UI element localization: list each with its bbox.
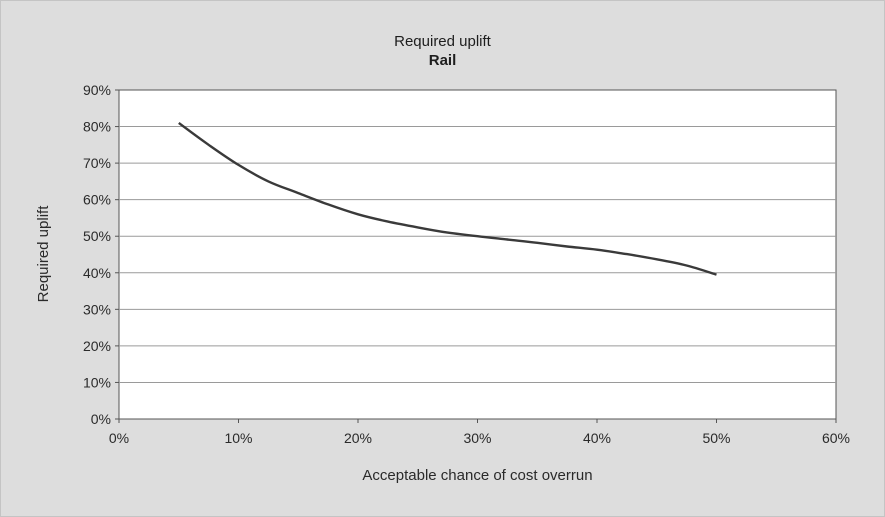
y-tick-label: 40%: [83, 265, 111, 281]
x-tick-label: 10%: [224, 430, 252, 446]
x-tick-label: 40%: [583, 430, 611, 446]
y-tick-label: 20%: [83, 338, 111, 354]
series-group: [178, 121, 717, 276]
x-axis-ticks: 0% 10% 20% 30% 40% 50% 60%: [109, 419, 850, 446]
x-tick-label: 0%: [109, 430, 129, 446]
y-tick-label: 0%: [91, 411, 111, 427]
y-tick-label: 90%: [83, 82, 111, 98]
gridlines: [119, 126, 836, 383]
y-tick-label: 70%: [83, 155, 111, 171]
x-axis-label: Acceptable chance of cost overrun: [362, 467, 592, 484]
y-tick-label: 50%: [83, 228, 111, 244]
x-tick-label: 60%: [822, 430, 850, 446]
x-tick-label: 30%: [463, 430, 491, 446]
y-tick-label: 60%: [83, 192, 111, 208]
x-tick-label: 20%: [344, 430, 372, 446]
y-tick-label: 10%: [83, 374, 111, 390]
chart-title: Required uplift: [394, 33, 491, 50]
x-tick-label: 50%: [702, 430, 730, 446]
plot-area: [118, 89, 837, 420]
y-axis-ticks: 0% 10% 20% 30% 40% 50% 60% 70% 80% 90%: [83, 82, 119, 427]
y-tick-label: 30%: [83, 301, 111, 317]
y-tick-label: 80%: [83, 119, 111, 135]
y-axis-label: Required uplift: [35, 205, 52, 303]
chart-subtitle: Rail: [428, 52, 457, 69]
series-line: [178, 121, 717, 276]
